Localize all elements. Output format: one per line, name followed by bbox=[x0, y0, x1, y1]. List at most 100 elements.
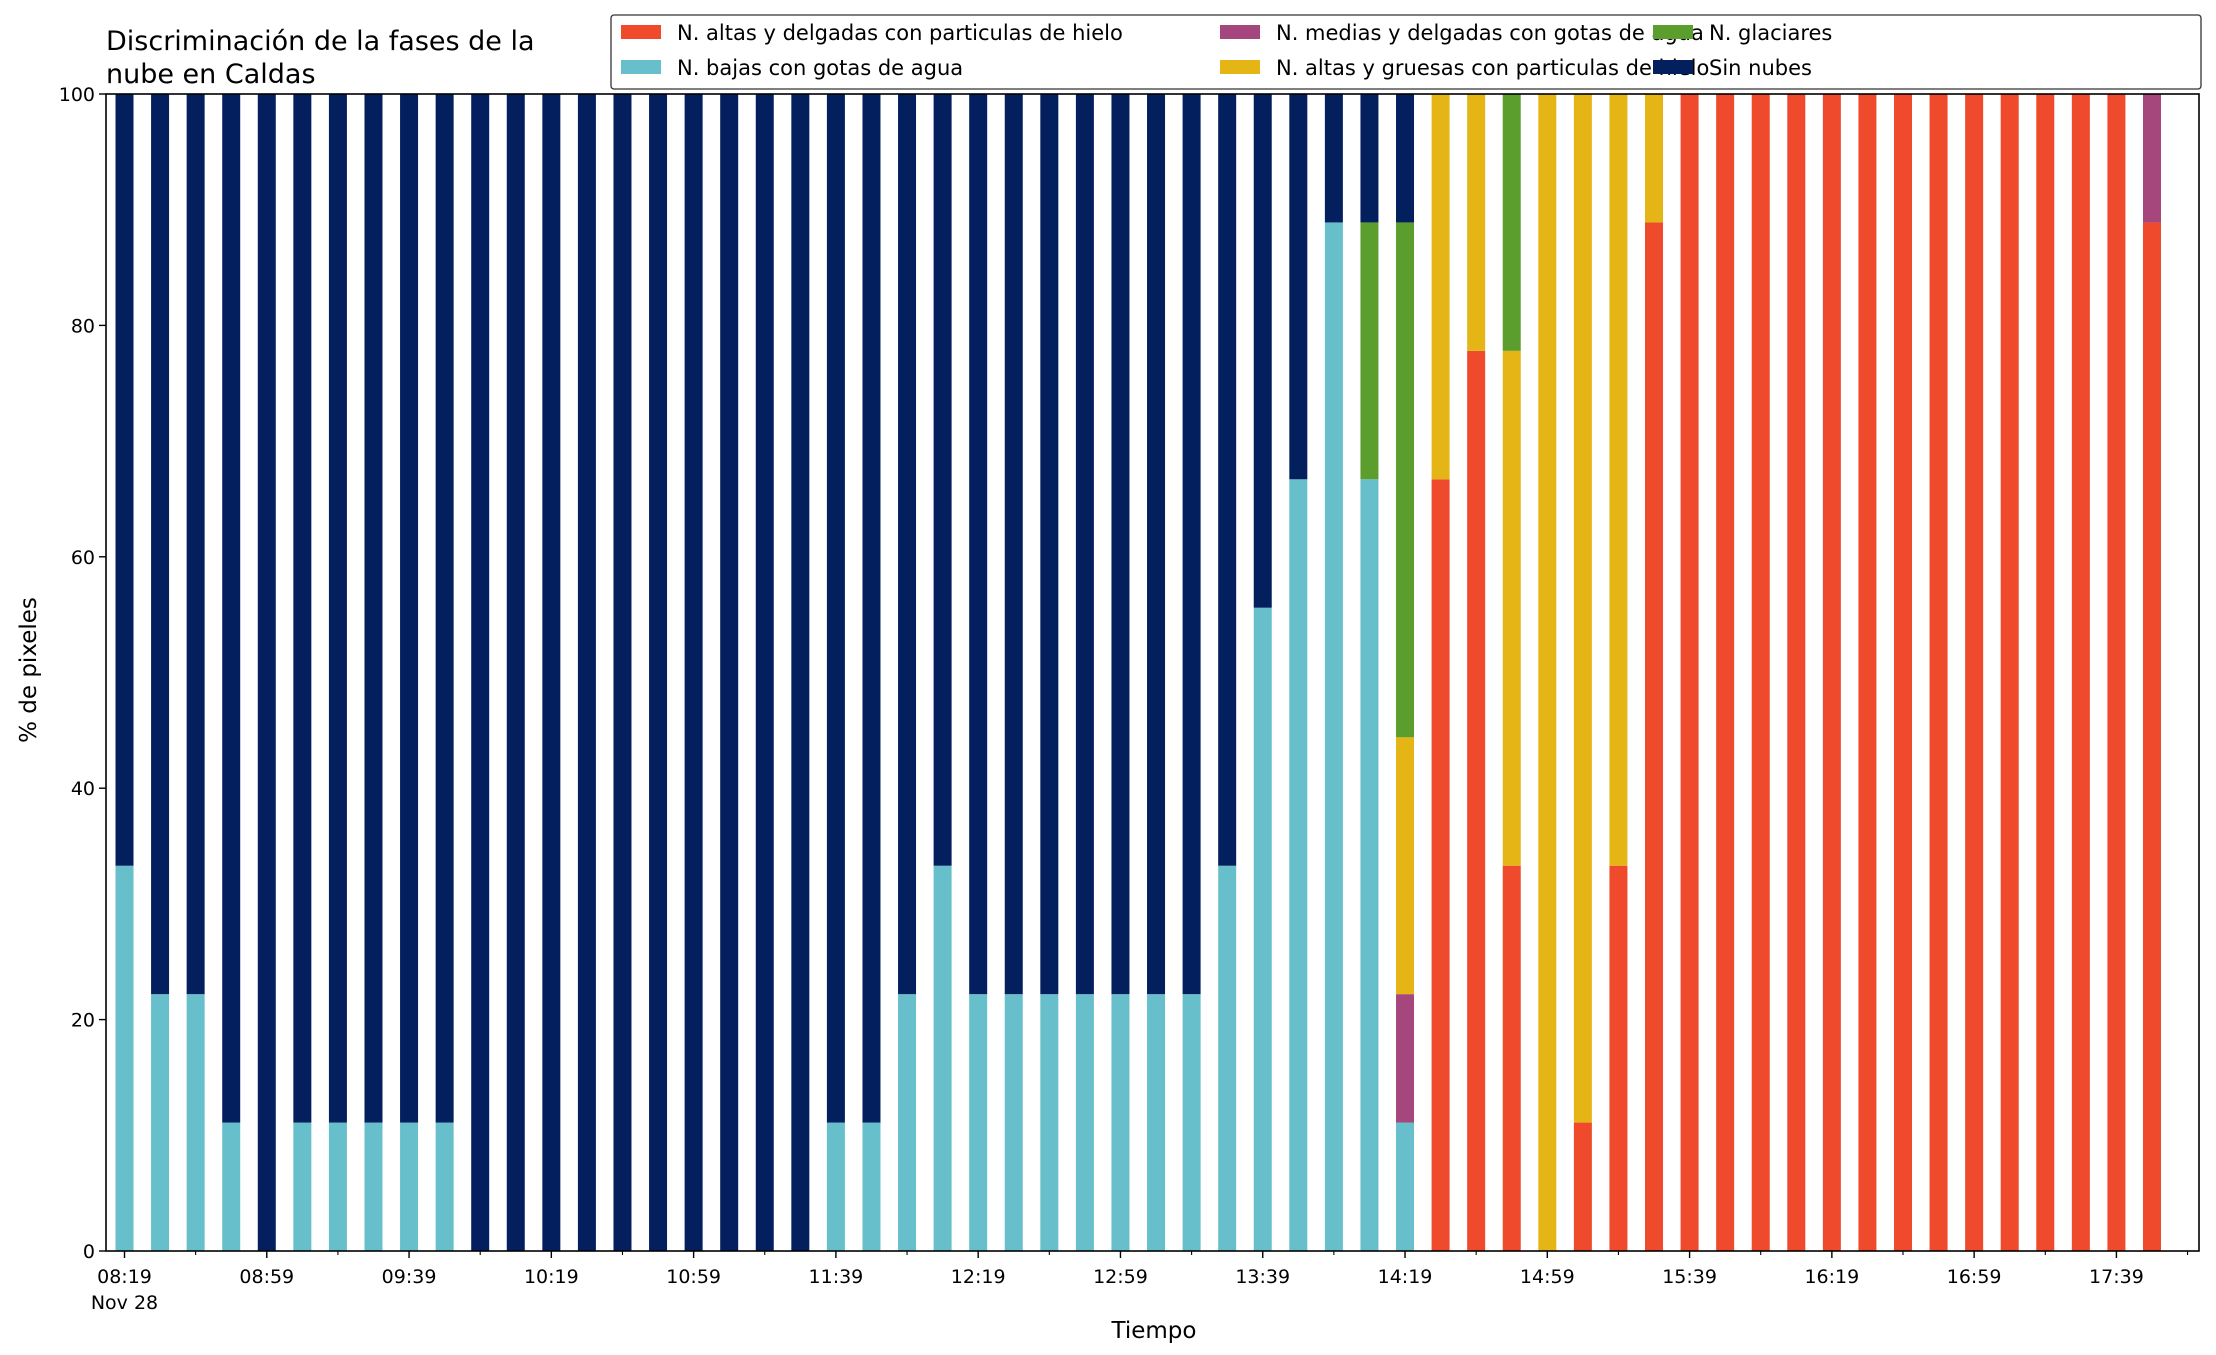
bar-segment-1609-s0 bbox=[1787, 94, 1806, 1251]
bar-segment-1439-s3 bbox=[1467, 94, 1486, 351]
bar-segment-1159-s1 bbox=[898, 994, 917, 1251]
bar-segment-1549-s0 bbox=[1716, 94, 1735, 1251]
chart-title-line-2: nube en Caldas bbox=[106, 59, 316, 90]
bar-segment-0939-s5 bbox=[400, 94, 419, 1123]
legend-label: N. medias y delgadas con gotas de agua bbox=[1276, 21, 1704, 45]
x-tick-label: 10:59 bbox=[666, 1266, 721, 1288]
bar-segment-1429-s3 bbox=[1431, 94, 1450, 480]
legend-label: N. altas y delgadas con particulas de hi… bbox=[677, 21, 1123, 45]
x-tick-label: 12:59 bbox=[1093, 1266, 1148, 1288]
bar-segment-0959-s5 bbox=[471, 94, 490, 1251]
bar-segment-1259-s5 bbox=[1111, 94, 1130, 995]
bar-segment-1719-s0 bbox=[2036, 94, 2055, 1251]
bar-segment-1529-s0 bbox=[1645, 222, 1664, 1252]
y-tick-label: 100 bbox=[59, 84, 95, 106]
legend-swatch bbox=[621, 25, 661, 39]
bar-segment-1119-s5 bbox=[755, 94, 774, 1251]
y-tick-label: 60 bbox=[71, 547, 95, 569]
bar-segment-1239-s1 bbox=[1040, 994, 1059, 1251]
legend: N. altas y delgadas con particulas de hi… bbox=[610, 14, 2202, 90]
y-tick-label: 20 bbox=[71, 1010, 95, 1032]
bar-segment-1309-s5 bbox=[1147, 94, 1166, 995]
bar-segment-1219-s1 bbox=[969, 994, 988, 1251]
bar-segment-0829-s1 bbox=[151, 994, 170, 1251]
bar-segment-1419-s4 bbox=[1396, 222, 1415, 738]
bar-segment-1039-s5 bbox=[613, 94, 632, 1251]
bar-segment-1419-s2 bbox=[1396, 994, 1415, 1123]
bar-segment-1229-s1 bbox=[1004, 994, 1023, 1251]
bar-segment-1009-s5 bbox=[506, 94, 525, 1251]
bar-segment-1449-s3 bbox=[1502, 350, 1521, 866]
legend-label: N. bajas con gotas de agua bbox=[677, 56, 963, 80]
bar-segment-1159-s5 bbox=[898, 94, 917, 995]
chart-title-line-1: Discriminación de la fases de la bbox=[106, 26, 535, 57]
bar-segment-1729-s0 bbox=[2071, 94, 2090, 1251]
bar-segment-1419-s1 bbox=[1396, 1122, 1415, 1251]
bar-segment-1139-s5 bbox=[826, 94, 845, 1123]
bar-segment-1659-s0 bbox=[1965, 94, 1984, 1251]
x-tick-label: 14:19 bbox=[1378, 1266, 1433, 1288]
bar-segment-1739-s0 bbox=[2107, 94, 2126, 1251]
x-tick-label: 11:39 bbox=[809, 1266, 864, 1288]
bar-segment-0909-s5 bbox=[293, 94, 312, 1123]
bar-segment-0909-s1 bbox=[293, 1122, 312, 1251]
bar-segment-1649-s0 bbox=[1929, 94, 1948, 1251]
bar-segment-1059-s5 bbox=[684, 94, 703, 1251]
bar-segment-1249-s5 bbox=[1075, 94, 1094, 995]
bar-segment-1139-s1 bbox=[826, 1122, 845, 1251]
x-tick-label: 12:19 bbox=[951, 1266, 1006, 1288]
bar-segment-1529-s3 bbox=[1645, 94, 1664, 223]
bar-segment-1359-s1 bbox=[1324, 222, 1343, 1252]
x-tick-label: 08:19 bbox=[97, 1266, 152, 1288]
y-tick-label: 80 bbox=[71, 315, 95, 337]
y-tick-label: 0 bbox=[83, 1241, 95, 1263]
bar-segment-1619-s0 bbox=[1822, 94, 1841, 1251]
legend-swatch bbox=[1220, 25, 1260, 39]
y-axis-label: % de pixeles bbox=[16, 597, 42, 743]
bar-segment-1559-s0 bbox=[1751, 94, 1770, 1251]
legend-swatch bbox=[1220, 60, 1260, 74]
legend-label: N. altas y gruesas con particulas de hie… bbox=[1276, 56, 1709, 80]
bar-segment-1509-s0 bbox=[1573, 1122, 1592, 1251]
bar-segment-0819-s5 bbox=[115, 94, 134, 866]
bar-segment-1339-s1 bbox=[1253, 607, 1272, 1251]
legend-label: Sin nubes bbox=[1709, 56, 1812, 80]
x-tick-label: 10:19 bbox=[524, 1266, 579, 1288]
bar-segment-1409-s5 bbox=[1360, 94, 1379, 223]
x-tick-sublabel: Nov 28 bbox=[91, 1292, 158, 1314]
bar-segment-1709-s0 bbox=[2000, 94, 2019, 1251]
ticks-layer: 0 20 40 60 80 100 08:19 08:59 09:39 10:19 10:59 11:… bbox=[59, 84, 2189, 1314]
bar-segment-1449-s0 bbox=[1502, 865, 1521, 1251]
bar-segment-1249-s1 bbox=[1075, 994, 1094, 1251]
bar-segment-0839-s1 bbox=[186, 994, 205, 1251]
x-tick-label: 15:39 bbox=[1662, 1266, 1717, 1288]
x-tick-label: 16:19 bbox=[1804, 1266, 1859, 1288]
bar-segment-1229-s5 bbox=[1004, 94, 1023, 995]
bar-segment-1219-s5 bbox=[969, 94, 988, 995]
bar-segment-1209-s1 bbox=[933, 865, 952, 1251]
bar-segment-1439-s0 bbox=[1467, 350, 1486, 1252]
x-tick-label: 08:59 bbox=[239, 1266, 294, 1288]
bar-segment-1209-s5 bbox=[933, 94, 952, 866]
bar-segment-1519-s0 bbox=[1609, 865, 1628, 1251]
bar-segment-0839-s5 bbox=[186, 94, 205, 995]
bar-segment-1029-s5 bbox=[577, 94, 596, 1251]
bar-segment-1629-s0 bbox=[1858, 94, 1877, 1251]
bar-segment-1749-s0 bbox=[2142, 222, 2161, 1252]
x-axis-label: Tiempo bbox=[1111, 1318, 1197, 1344]
bar-segment-0949-s5 bbox=[435, 94, 454, 1123]
bar-segment-1149-s1 bbox=[862, 1122, 881, 1251]
bar-segment-1419-s3 bbox=[1396, 737, 1415, 995]
bar-segment-1449-s4 bbox=[1502, 94, 1521, 351]
bar-segment-1319-s5 bbox=[1182, 94, 1201, 995]
bar-segment-1429-s0 bbox=[1431, 479, 1450, 1251]
bar-segment-1749-s2 bbox=[2142, 94, 2161, 223]
bar-segment-1049-s5 bbox=[649, 94, 668, 1251]
bar-segment-0929-s5 bbox=[364, 94, 383, 1123]
bar-segment-1239-s5 bbox=[1040, 94, 1059, 995]
bar-segment-0849-s1 bbox=[222, 1122, 241, 1251]
bar-segment-1109-s5 bbox=[720, 94, 739, 1251]
x-tick-label: 13:39 bbox=[1235, 1266, 1290, 1288]
bar-segment-1259-s1 bbox=[1111, 994, 1130, 1251]
